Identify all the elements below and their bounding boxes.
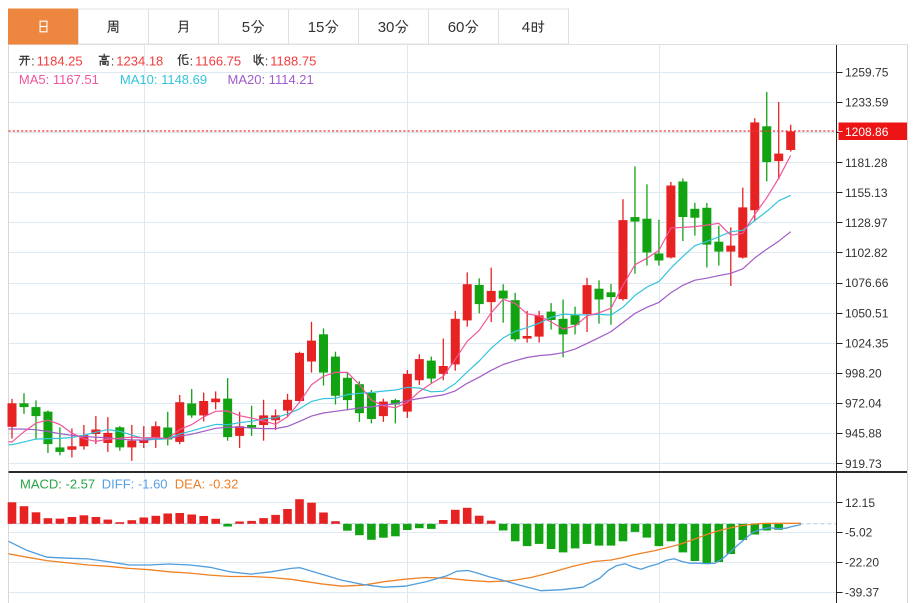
svg-text:30: 30 <box>378 19 395 36</box>
svg-text:60: 60 <box>448 19 465 36</box>
svg-text:1208.86: 1208.86 <box>845 125 889 139</box>
svg-text:1233.59: 1233.59 <box>845 96 889 110</box>
svg-text:MACD: -2.57: MACD: -2.57 <box>20 476 95 491</box>
svg-text:1259.75: 1259.75 <box>845 66 889 80</box>
svg-text:1188.75: 1188.75 <box>270 54 316 69</box>
svg-text:972.04: 972.04 <box>845 397 882 411</box>
svg-text:1184.25: 1184.25 <box>37 54 83 69</box>
svg-text:1166.75: 1166.75 <box>195 54 241 69</box>
svg-text:1181.28: 1181.28 <box>845 156 888 170</box>
svg-text:-22.20: -22.20 <box>845 556 879 570</box>
svg-text::: : <box>31 54 35 69</box>
svg-text:MA10: 1148.69: MA10: 1148.69 <box>120 72 207 87</box>
svg-text:12.15: 12.15 <box>845 496 875 510</box>
svg-text:1155.13: 1155.13 <box>845 186 888 200</box>
svg-text:1128.97: 1128.97 <box>845 216 888 230</box>
svg-text:1102.82: 1102.82 <box>845 246 888 260</box>
svg-text:1050.51: 1050.51 <box>845 306 889 320</box>
svg-text:1024.35: 1024.35 <box>845 336 889 350</box>
svg-text:1076.66: 1076.66 <box>845 276 889 290</box>
svg-text::: : <box>111 54 115 69</box>
svg-text:919.73: 919.73 <box>845 457 882 471</box>
svg-text::: : <box>265 54 269 69</box>
svg-text:DEA: -0.32: DEA: -0.32 <box>175 476 239 491</box>
svg-text:5: 5 <box>242 19 250 36</box>
svg-text:MA20: 1114.21: MA20: 1114.21 <box>228 72 314 87</box>
svg-text:MA5: 1167.51: MA5: 1167.51 <box>19 72 99 87</box>
svg-text::: : <box>190 54 194 69</box>
svg-text:DIFF: -1.60: DIFF: -1.60 <box>102 476 168 491</box>
svg-text:-5.02: -5.02 <box>845 526 873 540</box>
svg-text:1234.18: 1234.18 <box>116 54 163 69</box>
svg-text:4: 4 <box>522 19 530 36</box>
svg-text:945.88: 945.88 <box>845 427 882 441</box>
svg-text:15: 15 <box>308 19 325 36</box>
svg-text:-39.37: -39.37 <box>845 585 879 599</box>
svg-text:998.20: 998.20 <box>845 367 882 381</box>
